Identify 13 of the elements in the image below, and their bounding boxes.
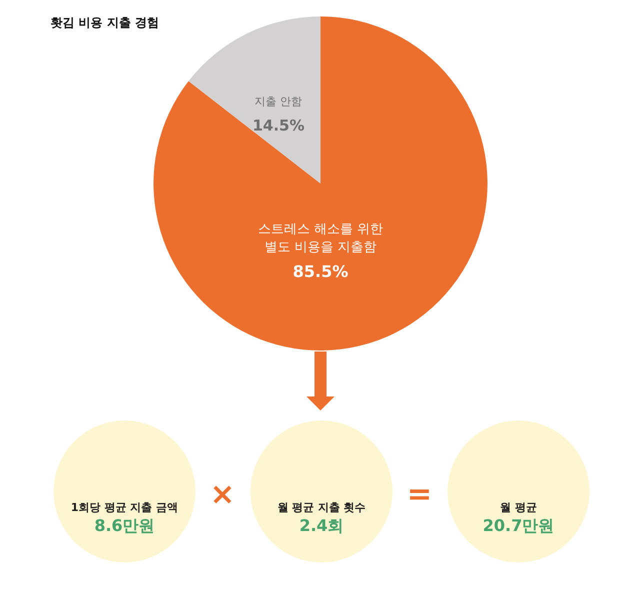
slice-label: 스트레스 해소를 위한 별도 비용을 지출함 bbox=[258, 222, 384, 255]
chart-title: 홧김 비용 지출 경험 bbox=[50, 16, 160, 30]
text: 월 평균 지출 횟수 bbox=[277, 501, 366, 514]
slice-label: 지출 안함 bbox=[254, 95, 302, 108]
text: 2.4회 bbox=[299, 516, 344, 535]
text: = bbox=[406, 477, 432, 512]
data-label: 14.5% bbox=[252, 116, 305, 135]
text: × bbox=[210, 477, 236, 512]
text: 8.6만원 bbox=[94, 516, 155, 535]
data-label: 85.5% bbox=[292, 262, 348, 281]
text: 1회당 평균 지출 금액 bbox=[70, 501, 178, 514]
text: 월 평균 bbox=[500, 501, 537, 514]
text: 20.7만원 bbox=[482, 516, 554, 535]
